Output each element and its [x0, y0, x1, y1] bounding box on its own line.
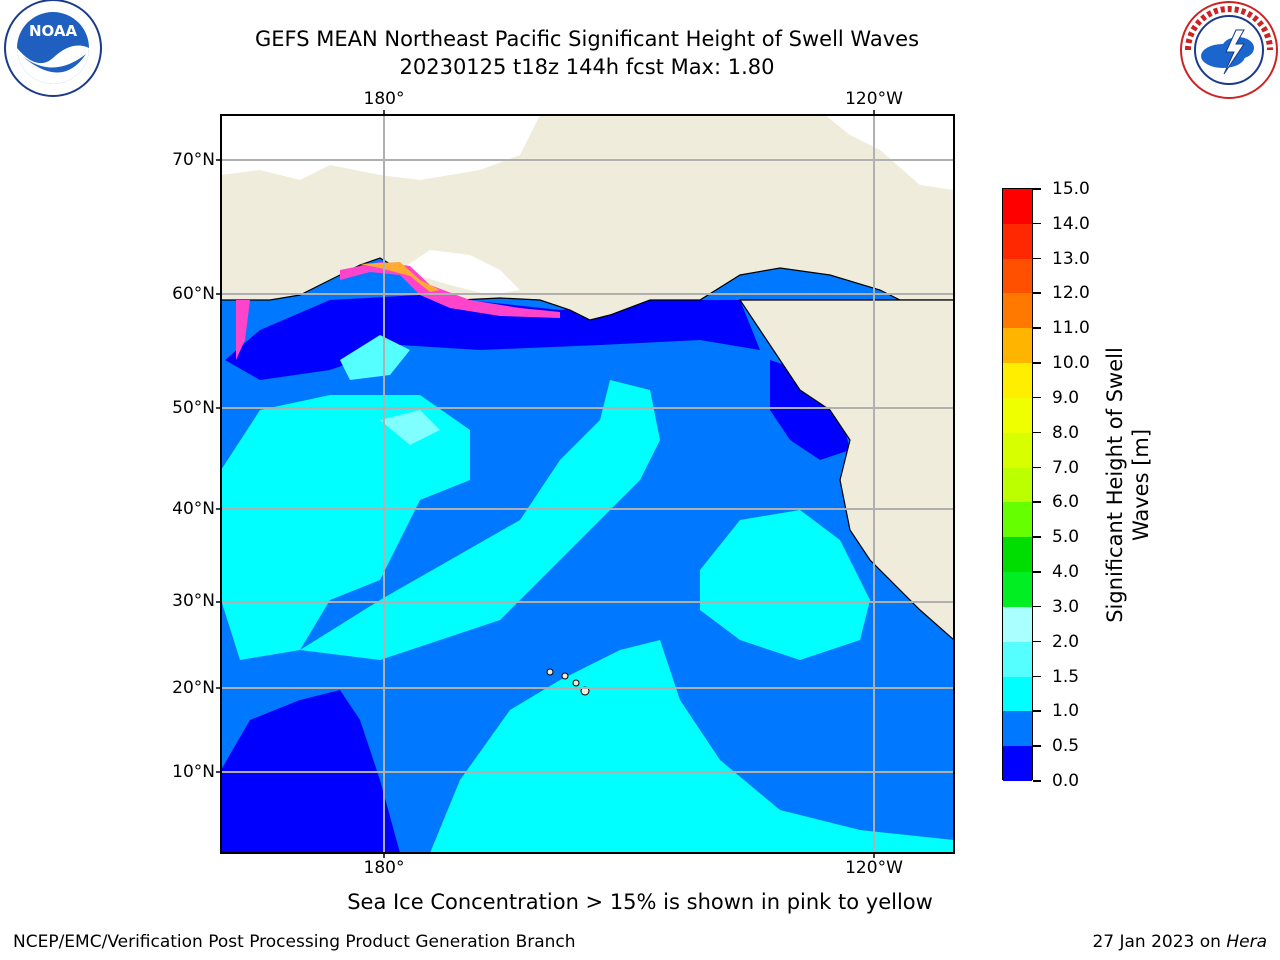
chart-subtitle: 20230125 t18z 144h fcst Max: 1.80 [399, 55, 775, 79]
colorbar-tick-mark [1033, 431, 1041, 434]
colorbar-segment [1003, 676, 1032, 712]
colorbar-tick-mark [1033, 675, 1041, 678]
high-swell-patch [340, 335, 410, 380]
colorbar-tick-label: 0.5 [1052, 736, 1080, 757]
footer-host: Hera [1226, 932, 1267, 952]
lon-label-top-180: 180° [363, 89, 405, 109]
lat-label-10n: 10°N [172, 762, 215, 782]
colorbar-tick-label: 13.0 [1052, 248, 1090, 269]
sea-ice-edge-orange [360, 262, 440, 292]
colorbar-tick-mark [1033, 640, 1041, 643]
colorbar-segment [1003, 641, 1032, 678]
colorbar-tick-label: 15.0 [1052, 179, 1090, 199]
colorbar-tick-mark [1033, 466, 1041, 469]
colorbar-tick-mark [1033, 605, 1041, 608]
colorbar-segment [1003, 363, 1032, 399]
colorbar-segment [1003, 711, 1032, 747]
colorbar-tick-mark [1033, 780, 1041, 782]
colorbar-segment [1003, 223, 1032, 260]
lat-label-70n: 70°N [172, 150, 215, 170]
noaa-logo-icon: NOAA [4, 0, 102, 97]
footer-date: 27 Jan 2023 on Hera [1092, 932, 1267, 952]
colorbar-title-line1: Significant Height of Swell [1103, 347, 1127, 623]
low-swell-region-coast [770, 360, 850, 460]
colorbar-tick-label: 0.0 [1052, 771, 1080, 791]
colorbar-tick-label: 3.0 [1052, 596, 1080, 617]
colorbar-tick-label: 10.0 [1052, 353, 1090, 374]
high-swell-region-central [300, 380, 660, 660]
colorbar-tick-label: 6.0 [1052, 492, 1080, 513]
colorbar-segment [1003, 293, 1032, 329]
colorbar-tick-label: 7.0 [1052, 457, 1080, 478]
colorbar-tick-mark [1033, 571, 1041, 573]
colorbar-tick-mark [1033, 536, 1041, 538]
colorbar-segment [1003, 537, 1032, 573]
colorbar-tick-mark [1033, 222, 1041, 225]
map-frame [220, 114, 955, 854]
lat-label-40n: 40°N [172, 499, 215, 519]
high-swell-region-east [700, 510, 870, 660]
lat-label-60n: 60°N [172, 284, 215, 304]
colorbar-tick-label: 8.0 [1052, 422, 1080, 443]
nws-logo-icon [1180, 1, 1278, 99]
colorbar-segment [1003, 397, 1032, 434]
colorbar-tick-mark [1033, 501, 1041, 503]
sea-ice-note: Sea Ice Concentration > 15% is shown in … [347, 890, 933, 914]
gridlines [221, 115, 954, 853]
colorbar-segment [1003, 328, 1032, 364]
lon-label-top-120w: 120°W [845, 89, 903, 109]
colorbar-segment [1003, 189, 1032, 225]
colorbar-segment [1003, 606, 1032, 643]
land-north-america [738, 299, 954, 641]
colorbar-tick-label: 12.0 [1052, 283, 1090, 304]
lon-label-bottom-120w: 120°W [845, 858, 903, 878]
colorbar-segment [1003, 467, 1032, 503]
colorbar-tick-label: 1.0 [1052, 701, 1080, 722]
colorbar-segment [1003, 746, 1032, 782]
map-field [221, 115, 954, 853]
chart-title: GEFS MEAN Northeast Pacific Significant … [254, 27, 920, 51]
colorbar-tick-label: 9.0 [1052, 387, 1080, 408]
colorbar-tick-label: 2.0 [1052, 631, 1080, 652]
sea-ice-edge [340, 262, 560, 318]
footer-credit: NCEP/EMC/Verification Post Processing Pr… [13, 932, 576, 952]
colorbar-tick-mark [1033, 257, 1041, 260]
lon-label-bottom-180: 180° [363, 858, 405, 878]
sea-ice-west [236, 300, 250, 360]
high-swell-region-south [430, 640, 954, 853]
colorbar-title: Significant Height of Swell Waves [m] [1102, 347, 1154, 623]
colorbar-tick-mark [1033, 710, 1041, 712]
colorbar-title-line2: Waves [m] [1129, 428, 1153, 542]
colorbar-segment [1003, 258, 1032, 294]
footer-date-text: 27 Jan 2023 on [1092, 932, 1227, 952]
colorbar-segment [1003, 502, 1032, 538]
colorbar-tick-label: 4.0 [1052, 562, 1080, 583]
colorbar-tick-mark [1033, 188, 1041, 190]
arctic-mask-east [825, 115, 954, 190]
arctic-mask [221, 115, 540, 180]
colorbar [1002, 188, 1033, 782]
lat-label-30n: 30°N [172, 591, 215, 611]
colorbar-segment [1003, 572, 1032, 608]
colorbar-tick-mark [1033, 396, 1041, 399]
colorbar-tick-mark [1033, 292, 1041, 294]
colorbar-tick-mark [1033, 745, 1041, 747]
bering-ice-mask [400, 250, 520, 295]
map-ticks [216, 110, 875, 858]
higher-swell-patch [380, 410, 440, 445]
colorbar-tick-label: 5.0 [1052, 527, 1080, 548]
high-swell-region-west [221, 395, 470, 660]
lat-label-20n: 20°N [172, 678, 215, 698]
colorbar-tick-label: 11.0 [1052, 318, 1090, 339]
colorbar-tick-mark [1033, 362, 1041, 364]
colorbar-tick-label: 1.5 [1052, 666, 1080, 687]
colorbar-segment [1003, 432, 1032, 469]
colorbar-tick-label: 14.0 [1052, 213, 1090, 234]
lat-label-50n: 50°N [172, 398, 215, 418]
colorbar-tick-mark [1033, 327, 1041, 329]
svg-text:NOAA: NOAA [29, 22, 78, 40]
